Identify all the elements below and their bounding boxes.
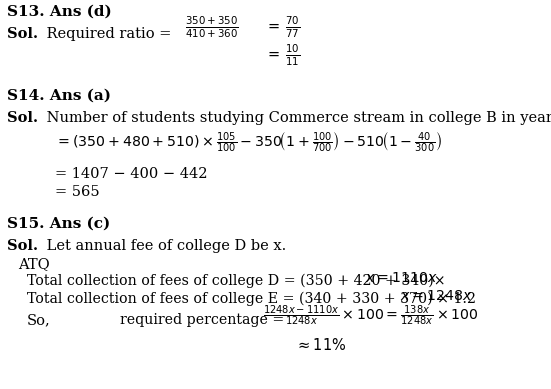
Text: $\frac{350+350}{410+360}$: $\frac{350+350}{410+360}$ [185,15,239,40]
Text: S13. Ans (d): S13. Ans (d) [7,5,112,19]
Text: $\frac{1248x-1110x}{1248x} \times 100 = \frac{138x}{1248x} \times 100$: $\frac{1248x-1110x}{1248x} \times 100 = … [263,303,479,328]
Text: $=\,\frac{10}{11}$: $=\,\frac{10}{11}$ [265,43,300,68]
Text: S14. Ans (a): S14. Ans (a) [7,89,111,103]
Text: $= (350 + 480 + 510) \times \frac{105}{100} - 350\!\left(1 + \frac{100}{700}\rig: $= (350 + 480 + 510) \times \frac{105}{1… [55,130,442,154]
Text: = 565: = 565 [55,185,100,199]
Text: $\approx 11\%$: $\approx 11\%$ [295,337,347,353]
Text: ATQ: ATQ [18,257,50,271]
Text: = 1407 − 400 − 442: = 1407 − 400 − 442 [55,167,208,181]
Text: Required ratio =: Required ratio = [42,27,171,41]
Text: Sol.: Sol. [7,111,38,125]
Text: $=\,\frac{70}{77}$: $=\,\frac{70}{77}$ [265,15,300,40]
Text: $x = 1110x$: $x = 1110x$ [365,271,437,285]
Text: S15. Ans (c): S15. Ans (c) [7,217,110,231]
Text: Total collection of fees of college E = (340 + 330 + 370) × 1.2: Total collection of fees of college E = … [27,292,476,306]
Text: Sol.: Sol. [7,239,38,253]
Text: So,: So, [27,313,51,327]
Text: Sol.: Sol. [7,27,38,41]
Text: $x = 1248x$: $x = 1248x$ [400,289,473,303]
Text: Number of students studying Commerce stream in college B in year 2019: Number of students studying Commerce str… [42,111,551,125]
Text: Total collection of fees of college D = (350 + 420 + 340)×: Total collection of fees of college D = … [27,273,450,288]
Text: Let annual fee of college D be x.: Let annual fee of college D be x. [42,239,287,253]
Text: required percentage =: required percentage = [120,313,284,327]
